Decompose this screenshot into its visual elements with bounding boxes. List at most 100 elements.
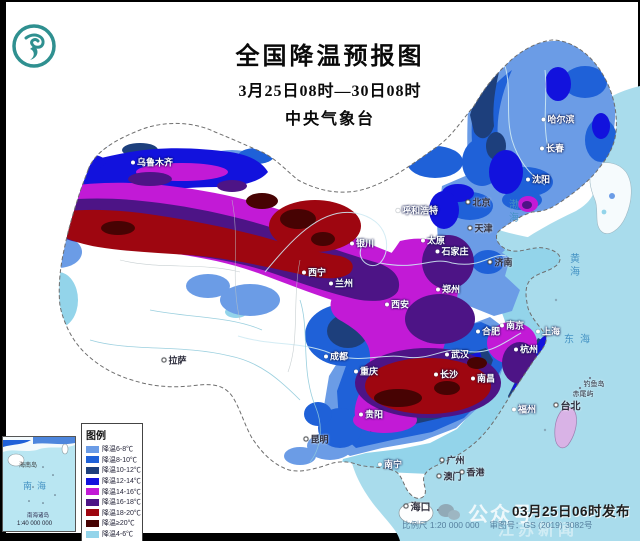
city-label: 乌鲁木齐 [130, 156, 174, 169]
city-label: 钓鱼岛 [584, 379, 605, 389]
legend-item: 降温18-20℃ [86, 508, 141, 519]
city-label: 北京 [465, 196, 491, 209]
title-block: 全国降温预报图 3月25日08时—30日08时 中央气象台 [170, 36, 490, 129]
city-name: 乌鲁木齐 [136, 157, 174, 168]
city-name: 武汉 [450, 349, 470, 360]
city-name: 合肥 [481, 326, 501, 337]
city-label: 上海 [535, 325, 561, 338]
city-label: 哈尔滨 [541, 113, 575, 126]
city-name: 南京 [505, 320, 525, 331]
legend-swatch [86, 519, 99, 527]
inset-map [3, 437, 75, 504]
legend-title: 图例 [86, 431, 106, 442]
city-dot [323, 354, 328, 358]
city-name: 海口 [410, 502, 431, 514]
city-name: 拉萨 [168, 355, 187, 366]
legend-label: 降温16-18℃ [102, 499, 141, 507]
city-dot [475, 329, 480, 333]
city-dot [436, 473, 442, 479]
city-label: 海口 [403, 499, 431, 514]
city-name: 广州 [446, 455, 465, 466]
south-china-sea-inset: 南海 海南岛 南海诸岛 1:40 000 000 [2, 436, 76, 532]
city-dot [444, 352, 449, 356]
city-label: 沈阳 [525, 173, 551, 186]
legend-swatch [86, 498, 99, 506]
city-label: 银川 [349, 237, 375, 250]
legend-label: 降温18-20℃ [102, 509, 141, 517]
city-name: 呼和浩特 [401, 205, 439, 216]
publish-time: 03月25日06时发布 [512, 504, 631, 519]
legend-item: 降温8-10℃ [86, 455, 139, 466]
city-name: 重庆 [359, 366, 379, 377]
city-dot [553, 402, 559, 408]
legend-item: 降温12-14℃ [86, 476, 141, 487]
city-label: 澳门 [436, 470, 462, 483]
city-label: 呼和浩特 [395, 204, 439, 217]
legend-item: 降温6-8℃ [86, 444, 139, 455]
city-label: 重庆 [353, 365, 379, 378]
city-name: 上海 [541, 326, 561, 337]
city-name: 昆明 [310, 434, 329, 445]
city-name: 香港 [466, 467, 485, 478]
city-dot [161, 357, 167, 363]
city-label: 广州 [439, 454, 465, 467]
legend-item: 降温16-18℃ [86, 497, 141, 508]
wechat-icon [438, 502, 462, 524]
inset-hainan-label: 海南岛 [19, 463, 38, 469]
city-dot [395, 208, 400, 212]
legend-swatch [86, 445, 99, 453]
city-dot [301, 270, 306, 274]
watermark: 公众号 [438, 498, 534, 527]
legend-swatch [86, 466, 99, 474]
city-label: 南京 [499, 319, 525, 332]
city-dot [539, 146, 544, 150]
map-title: 全国降温预报图 [235, 44, 425, 70]
city-name: 长沙 [439, 369, 459, 380]
map-approval: 审图号：GS (2019) 3082号 [489, 520, 593, 530]
city-label: 武汉 [444, 348, 470, 361]
city-dot [435, 287, 440, 291]
city-name: 南昌 [476, 373, 496, 384]
city-label: 郑州 [435, 283, 460, 296]
city-name: 南宁 [383, 459, 403, 470]
legend-swatch [86, 456, 99, 464]
city-name: 石家庄 [441, 246, 469, 257]
legend-label: 降温6-8℃ [102, 446, 134, 454]
city-dot [535, 329, 540, 333]
city-label: 石家庄 [435, 245, 469, 258]
city-name: 北京 [472, 197, 491, 208]
city-name: 银川 [355, 238, 375, 249]
city-dot [433, 372, 438, 376]
city-name: 沈阳 [531, 174, 551, 185]
legend-box: 图例 降温6-8℃ 降温8-10℃ 降温10-12℃ 降温12-14℃ 降温14-16℃… [81, 423, 143, 541]
city-label: 香港 [459, 466, 485, 479]
city-label: 贵阳 [358, 408, 383, 421]
city-name: 杭州 [519, 344, 539, 355]
city-dot [465, 199, 471, 205]
city-name: 赤尾屿 [572, 391, 594, 398]
legend-label: 降温4-6℃ [102, 531, 134, 539]
city-dot [525, 177, 530, 181]
city-label: 拉萨 [161, 354, 187, 367]
city-name: 天津 [474, 223, 493, 234]
map-meta-row: 比例尺 1:20 000 000 审图号：GS (2019) 3082号 [402, 519, 636, 531]
city-dot [303, 436, 309, 442]
city-dot [511, 407, 516, 411]
taiwan-island [554, 406, 577, 449]
city-dot [403, 503, 409, 509]
legend-label: 降温8-10℃ [102, 456, 138, 464]
legend-label: 降温14-16℃ [102, 488, 141, 496]
city-label: 长春 [539, 142, 564, 155]
city-dot [384, 302, 389, 306]
city-dot [470, 376, 475, 380]
city-name: 福州 [517, 404, 537, 415]
city-label: 济南 [487, 256, 513, 269]
city-dot [358, 412, 363, 416]
city-dot [439, 457, 445, 463]
city-dot [499, 323, 504, 327]
city-name: 钓鱼岛 [583, 381, 605, 388]
sea-label: 东海 [564, 334, 596, 346]
city-name: 西安 [390, 299, 410, 310]
